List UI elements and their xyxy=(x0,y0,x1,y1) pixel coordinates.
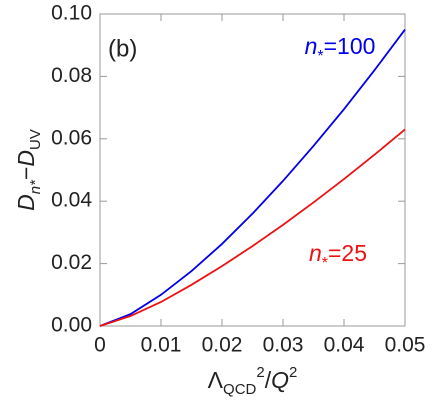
label-part: − xyxy=(13,167,39,180)
x-tick-label: 0.01 xyxy=(141,334,182,357)
y-tick-label: 0.02 xyxy=(51,251,92,274)
series-label: n*=25 xyxy=(309,240,367,272)
x-tick-label: 0.03 xyxy=(263,334,304,357)
y-tick-label: 0.04 xyxy=(51,189,92,212)
y-axis-label: Dn*−DUV xyxy=(13,129,44,211)
series-label: n*=100 xyxy=(305,33,376,65)
label-part: D xyxy=(13,150,39,167)
label-part: n xyxy=(309,240,322,266)
label-part: =100 xyxy=(324,33,376,59)
x-tick-label: 0 xyxy=(94,334,106,357)
label-part: / xyxy=(265,367,272,393)
panel-label: (b) xyxy=(108,35,137,62)
label-part: =25 xyxy=(328,240,367,266)
label-part: * xyxy=(317,48,323,65)
label-part: n* xyxy=(27,179,44,194)
label-part: QCD xyxy=(223,381,257,398)
label-part: 2 xyxy=(256,364,264,381)
x-tick-label: 0.02 xyxy=(202,334,243,357)
x-tick-label: 0.05 xyxy=(385,334,426,357)
label-part: 2 xyxy=(289,364,297,381)
x-tick-label: 0.04 xyxy=(324,334,365,357)
label-part: D xyxy=(13,194,39,211)
x-axis-label: ΛQCD2/Q2 xyxy=(208,364,298,398)
label-part: UV xyxy=(27,129,44,150)
y-tick-label: 0.06 xyxy=(51,126,92,149)
label-part: n xyxy=(305,33,318,59)
y-tick-label: 0.08 xyxy=(51,64,92,87)
line-series xyxy=(99,128,406,327)
label-part: Λ xyxy=(208,367,224,393)
label-part: * xyxy=(322,255,328,272)
label-part: Q xyxy=(271,367,289,393)
line-series xyxy=(99,29,406,327)
y-tick-label: 0.10 xyxy=(51,2,92,25)
plot-frame xyxy=(99,13,406,327)
y-tick-label: 0.00 xyxy=(51,314,92,337)
